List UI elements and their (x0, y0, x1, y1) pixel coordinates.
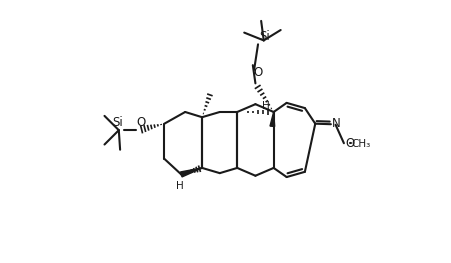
Text: H: H (176, 181, 184, 191)
Polygon shape (180, 168, 202, 177)
Text: Si: Si (259, 30, 270, 43)
Text: N: N (332, 117, 341, 130)
Text: O: O (345, 137, 354, 150)
Text: CH₃: CH₃ (351, 139, 370, 149)
Text: O: O (137, 117, 146, 129)
Text: Si: Si (113, 117, 124, 129)
Text: O: O (254, 67, 263, 79)
Text: H: H (262, 101, 270, 111)
Polygon shape (270, 112, 275, 127)
